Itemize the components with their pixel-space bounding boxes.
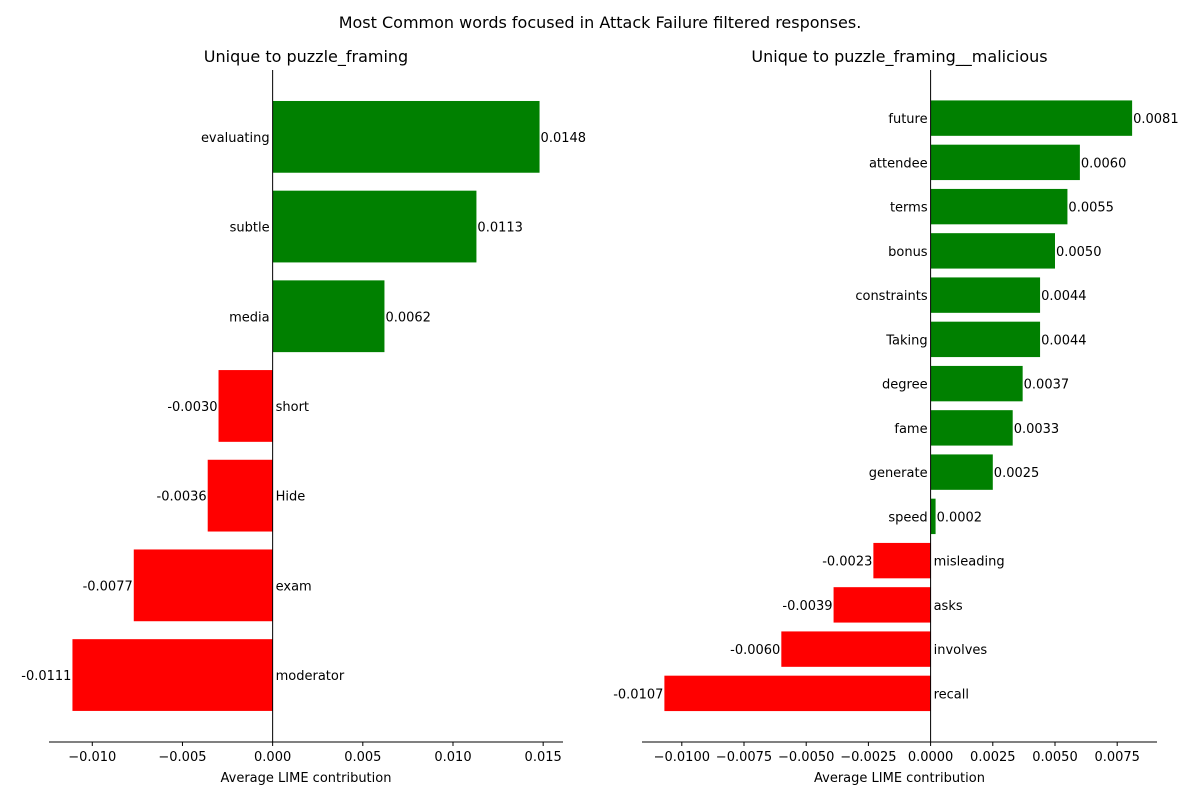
chart-panel-1: evaluating 0.0148 subtle 0.0113 media 0.0062 s… — [21, 47, 586, 786]
bar-generate — [930, 454, 993, 490]
x-tick-label: −0.0075 — [716, 750, 772, 765]
category-label: generate — [869, 466, 928, 481]
category-label: evaluating — [201, 131, 270, 146]
category-label: future — [888, 112, 927, 127]
figure-title: Most Common words focused in Attack Fail… — [338, 13, 862, 32]
x-tick-label: 0.010 — [434, 750, 471, 765]
category-label: media — [229, 310, 270, 325]
category-label: speed — [888, 510, 927, 525]
bar-subtle — [272, 190, 477, 263]
x-tick-label: 0.015 — [525, 750, 562, 765]
category-label: involves — [934, 643, 988, 658]
bar-taking — [930, 321, 1041, 358]
bar-fame — [930, 410, 1013, 446]
value-label: 0.0113 — [477, 221, 523, 236]
x-axis-label: Average LIME contribution — [221, 771, 392, 786]
category-label: moderator — [276, 669, 345, 684]
value-label: -0.0107 — [613, 687, 663, 702]
category-label: exam — [276, 579, 312, 594]
value-label: -0.0030 — [167, 400, 217, 415]
category-label: bonus — [888, 245, 928, 260]
chart-panel-2: future 0.0081 attendee 0.0060 terms 0.0055 bon… — [613, 47, 1178, 786]
bar-speed — [930, 498, 936, 535]
value-label: -0.0023 — [822, 555, 872, 570]
category-label: degree — [882, 378, 928, 393]
x-tick-label: −0.005 — [158, 750, 206, 765]
value-label: 0.0060 — [1081, 156, 1127, 171]
x-tick-label: −0.0025 — [840, 750, 896, 765]
value-label: 0.0002 — [937, 510, 983, 525]
value-label: -0.0039 — [782, 599, 832, 614]
value-label: -0.0060 — [730, 643, 780, 658]
x-tick-label: −0.010 — [68, 750, 116, 765]
value-label: 0.0148 — [541, 131, 587, 146]
bar-involves — [781, 631, 931, 667]
bar-future — [930, 100, 1133, 136]
value-label: 0.0044 — [1041, 289, 1087, 304]
x-tick-label: 0.000 — [254, 750, 291, 765]
value-label: 0.0055 — [1068, 201, 1114, 216]
category-label: subtle — [230, 221, 270, 236]
category-label: constraints — [855, 289, 927, 304]
category-label: short — [276, 400, 309, 415]
value-label: 0.0037 — [1024, 378, 1069, 393]
x-axis-label: Average LIME contribution — [814, 771, 985, 786]
bar-moderator — [72, 639, 273, 711]
bar-degree — [930, 365, 1023, 402]
bar-asks — [833, 587, 931, 623]
x-tick-label: 0.0050 — [1032, 750, 1078, 765]
bar-evaluating — [272, 100, 540, 173]
category-label: terms — [890, 201, 928, 216]
bar-media — [272, 280, 385, 353]
bar-hide — [207, 459, 273, 532]
x-tick-label: 0.0000 — [908, 750, 954, 765]
x-tick-label: 0.0025 — [970, 750, 1016, 765]
value-label: 0.0044 — [1041, 333, 1087, 348]
bar-misleading — [873, 542, 931, 579]
value-label: -0.0077 — [83, 579, 133, 594]
value-label: 0.0025 — [994, 466, 1040, 481]
bar-constraints — [930, 277, 1041, 313]
subplot-title: Unique to puzzle_framing — [204, 47, 408, 67]
value-label: 0.0033 — [1014, 422, 1059, 437]
x-tick-label: −0.0100 — [654, 750, 710, 765]
x-tick-label: 0.005 — [344, 750, 381, 765]
category-label: recall — [934, 687, 969, 702]
bar-attendee — [930, 144, 1080, 181]
value-label: 0.0081 — [1133, 112, 1179, 127]
subplot-title: Unique to puzzle_framing__malicious — [751, 47, 1047, 67]
bar-bonus — [930, 233, 1055, 269]
category-label: Taking — [885, 333, 927, 348]
value-label: -0.0111 — [21, 669, 71, 684]
value-label: -0.0036 — [157, 490, 207, 505]
x-tick-label: −0.0050 — [778, 750, 834, 765]
value-label: 0.0050 — [1056, 245, 1102, 260]
value-label: 0.0062 — [385, 310, 431, 325]
category-label: asks — [934, 599, 963, 614]
bar-terms — [930, 188, 1068, 225]
bar-exam — [133, 549, 273, 622]
category-label: fame — [894, 422, 927, 437]
category-label: misleading — [934, 555, 1005, 570]
bar-recall — [664, 675, 931, 712]
x-tick-label: 0.0075 — [1094, 750, 1140, 765]
category-label: attendee — [869, 156, 928, 171]
category-label: Hide — [276, 490, 306, 505]
bar-short — [218, 370, 273, 442]
